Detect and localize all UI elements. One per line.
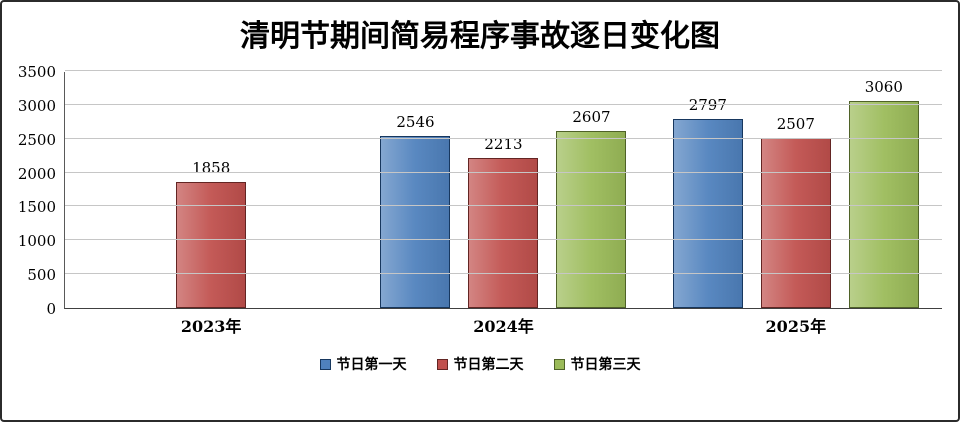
y-tick-label: 0 bbox=[46, 300, 56, 318]
legend: 节日第一天 节日第二天 节日第三天 bbox=[2, 354, 958, 374]
bar bbox=[468, 158, 539, 308]
chart-title: 清明节期间简易程序事故逐日变化图 bbox=[240, 19, 720, 54]
bar bbox=[848, 100, 919, 308]
x-category-label: 2023年 bbox=[180, 317, 242, 336]
bar-value-label: 3060 bbox=[864, 77, 903, 96]
bar bbox=[380, 135, 451, 308]
bar-slot: 2213 bbox=[468, 135, 539, 308]
legend-label: 节日第三天 bbox=[570, 357, 641, 373]
bar-group: 1858 bbox=[65, 72, 357, 308]
bar-slot: 3060 bbox=[848, 78, 919, 308]
legend-item: 节日第二天 bbox=[436, 354, 524, 374]
gridline bbox=[65, 137, 942, 139]
bar bbox=[760, 138, 831, 308]
bar-slot: 1858 bbox=[176, 159, 247, 308]
plot-area: 1858 2546 2213 2607 2797 2507 3060 bbox=[64, 70, 942, 309]
gridline bbox=[65, 171, 942, 173]
bar-value-label: 1858 bbox=[192, 159, 231, 178]
y-axis: 0 500 1000 1500 2000 2500 3000 3500 bbox=[12, 63, 64, 318]
bar-group: 2546 2213 2607 bbox=[357, 72, 649, 308]
bar-value-label: 2546 bbox=[396, 112, 435, 131]
bar-slot: 2607 bbox=[556, 108, 627, 308]
y-tick-label: 2500 bbox=[17, 130, 56, 149]
y-tick-label: 3500 bbox=[17, 63, 56, 81]
bar-slot: 2507 bbox=[760, 115, 831, 308]
x-category-label: 2024年 bbox=[473, 317, 534, 336]
chart-area: 0 500 1000 1500 2000 2500 3000 3500 1858 2546 221… bbox=[12, 63, 942, 318]
legend-swatch-icon bbox=[319, 358, 331, 370]
legend-label: 节日第二天 bbox=[453, 357, 524, 373]
y-tick-label: 1500 bbox=[17, 198, 56, 217]
x-category-label: 2025年 bbox=[765, 317, 827, 336]
x-axis-labels: 2023年 2024年 2025年 bbox=[65, 314, 942, 340]
legend-label: 节日第一天 bbox=[336, 357, 407, 373]
y-tick-label: 1000 bbox=[17, 232, 56, 251]
bar-slot: 2546 bbox=[380, 113, 451, 308]
y-tick-label: 3000 bbox=[17, 96, 56, 115]
gridline bbox=[65, 205, 942, 207]
bar-value-label: 2607 bbox=[572, 108, 611, 127]
bar bbox=[556, 131, 627, 308]
gridline bbox=[65, 239, 942, 241]
legend-item: 节日第一天 bbox=[319, 354, 407, 374]
bar-value-label: 2213 bbox=[484, 135, 523, 154]
y-tick-label: 500 bbox=[27, 266, 56, 285]
gridline bbox=[65, 103, 942, 105]
bar-value-label: 2507 bbox=[776, 115, 815, 134]
gridline bbox=[65, 70, 942, 71]
y-tick-label: 2000 bbox=[17, 164, 56, 183]
legend-swatch-icon bbox=[436, 358, 448, 370]
legend-swatch-icon bbox=[553, 358, 565, 370]
legend-item: 节日第三天 bbox=[553, 354, 641, 374]
bar bbox=[672, 118, 743, 308]
bar-slot: 2797 bbox=[672, 96, 743, 308]
gridline bbox=[65, 273, 942, 275]
bar-groups: 1858 2546 2213 2607 2797 2507 3060 bbox=[65, 72, 942, 308]
bar bbox=[176, 182, 247, 308]
